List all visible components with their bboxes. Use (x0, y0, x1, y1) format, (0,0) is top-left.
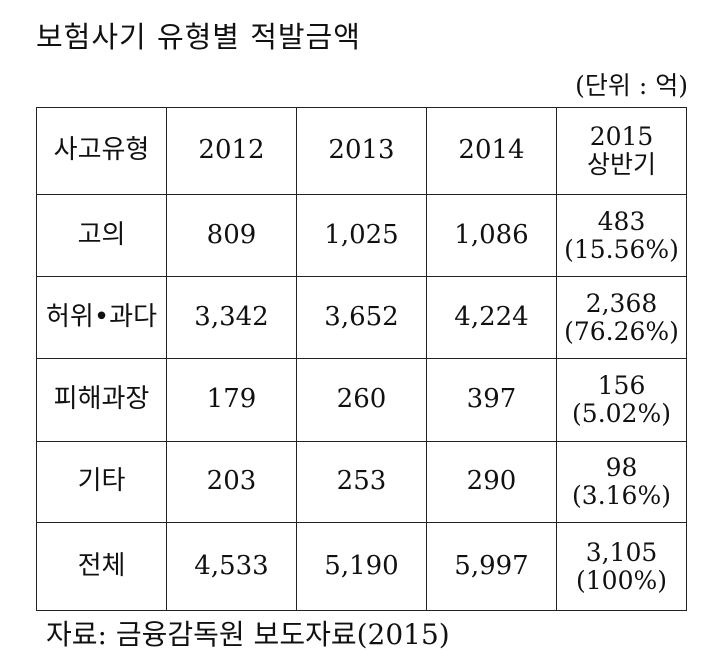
header-2013: 2013 (296, 107, 427, 195)
unit-note: (단위 : 억) (575, 71, 688, 100)
cell-2012: 3,342 (166, 276, 297, 359)
cell-2013: 253 (296, 441, 427, 523)
cell-2015-value: 483 (597, 206, 646, 236)
row-type: 피해과장 (36, 358, 167, 442)
cell-2015-value: 3,105 (585, 537, 658, 567)
cell-2015-value: 98 (605, 453, 638, 482)
header-2015-year: 2015 (589, 122, 654, 151)
cell-2015-share: (76.26%) (564, 316, 679, 346)
cell-2015-value: 156 (597, 371, 646, 400)
fraud-amount-table: 사고유형 2012 2013 2014 2015 상반기 고의 809 1,02… (36, 107, 687, 611)
row-type: 고의 (36, 194, 167, 277)
page-title: 보험사기 유형별 적발금액 (36, 20, 361, 54)
table-row-total: 전체 4,533 5,190 5,997 3,105 (100%) (36, 522, 687, 611)
table-row: 고의 809 1,025 1,086 483 (15.56%) (36, 194, 687, 277)
table-row: 피해과장 179 260 397 156 (5.02%) (36, 358, 687, 442)
cell-2015-h1: 2,368 (76.26%) (556, 276, 687, 359)
cell-2012: 809 (166, 194, 297, 277)
header-2015-half: 상반기 (586, 150, 656, 179)
header-type: 사고유형 (36, 107, 167, 195)
cell-2012: 4,533 (166, 522, 297, 611)
cell-2014: 290 (426, 441, 557, 523)
header-2015-h1: 2015 상반기 (556, 107, 687, 195)
row-type: 기타 (36, 441, 167, 523)
source-note: 자료: 금융감독원 보도자료(2015) (46, 618, 450, 651)
cell-2014: 4,224 (426, 276, 557, 359)
cell-2013: 3,652 (296, 276, 427, 359)
cell-2015-share: (100%) (576, 565, 667, 595)
table-row: 기타 203 253 290 98 (3.16%) (36, 441, 687, 523)
cell-2013: 1,025 (296, 194, 427, 277)
cell-2015-share: (15.56%) (564, 234, 679, 264)
cell-2013: 260 (296, 358, 427, 442)
cell-2015-h1: 3,105 (100%) (556, 522, 687, 611)
cell-2014: 5,997 (426, 522, 557, 611)
cell-2014: 1,086 (426, 194, 557, 277)
header-2012: 2012 (166, 107, 297, 195)
cell-2012: 203 (166, 441, 297, 523)
table-row: 허위•과다 3,342 3,652 4,224 2,368 (76.26%) (36, 276, 687, 359)
row-type: 전체 (36, 522, 167, 611)
row-type: 허위•과다 (36, 276, 167, 359)
cell-2015-value: 2,368 (585, 288, 658, 318)
cell-2015-share: (5.02%) (572, 399, 671, 428)
cell-2012: 179 (166, 358, 297, 442)
cell-2015-share: (3.16%) (572, 481, 671, 510)
header-2014: 2014 (426, 107, 557, 195)
cell-2014: 397 (426, 358, 557, 442)
cell-2015-h1: 483 (15.56%) (556, 194, 687, 277)
cell-2015-h1: 98 (3.16%) (556, 441, 687, 523)
cell-2013: 5,190 (296, 522, 427, 611)
table-header-row: 사고유형 2012 2013 2014 2015 상반기 (36, 107, 687, 195)
cell-2015-h1: 156 (5.02%) (556, 358, 687, 442)
